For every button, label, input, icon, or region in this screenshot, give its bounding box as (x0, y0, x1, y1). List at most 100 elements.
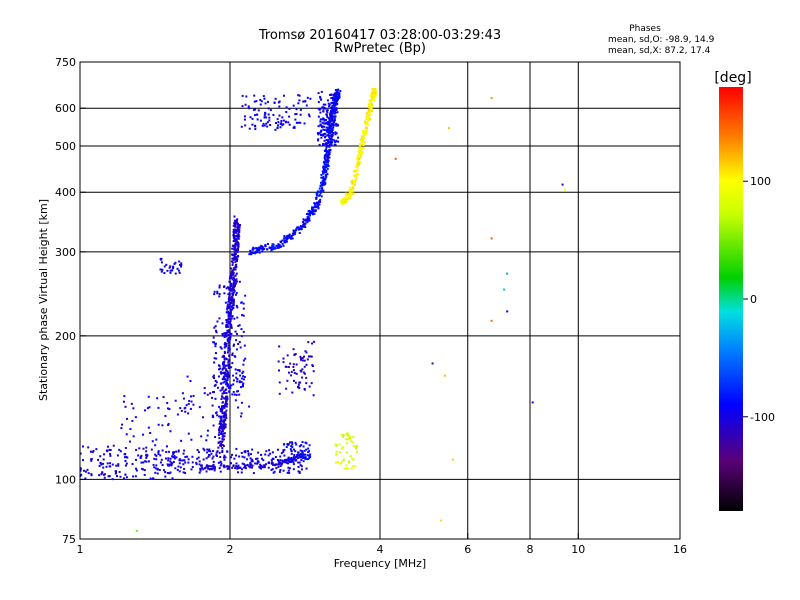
echo-point (217, 446, 220, 449)
echo-point (300, 459, 303, 462)
echo-point (298, 99, 301, 102)
echo-point (235, 393, 238, 396)
echo-point (102, 466, 105, 469)
echo-point (130, 402, 133, 405)
echo-point (300, 444, 303, 447)
echo-point (323, 118, 326, 121)
echo-point (362, 135, 365, 138)
echo-point (224, 423, 227, 426)
echo-point (346, 442, 349, 445)
echo-point (155, 464, 158, 467)
echo-point (274, 97, 277, 100)
echo-point (227, 286, 230, 289)
echo-point (303, 355, 306, 358)
y-tick-label: 750 (55, 56, 76, 69)
echo-point (281, 462, 284, 465)
echo-point (138, 447, 141, 450)
echo-point (142, 433, 145, 436)
echo-point (151, 440, 154, 443)
echo-point (323, 128, 326, 131)
echo-point (320, 181, 323, 184)
echo-point (336, 92, 339, 95)
echo-point (229, 385, 232, 388)
echo-point (317, 101, 320, 104)
echo-point (232, 228, 235, 231)
echo-point (203, 392, 206, 395)
echo-point (221, 322, 224, 325)
echo-point (209, 392, 212, 395)
echo-point (324, 155, 327, 158)
echo-point (224, 357, 227, 360)
echo-point (290, 458, 293, 461)
echo-point (369, 113, 372, 116)
echo-point (337, 140, 340, 143)
echo-point (201, 416, 204, 419)
echo-point (232, 236, 235, 239)
echo-point (249, 116, 252, 119)
echo-point (220, 430, 223, 433)
echo-point (374, 88, 377, 91)
echo-point (240, 125, 243, 128)
echo-point (254, 462, 257, 465)
echo-point (331, 122, 334, 125)
echo-point (327, 151, 330, 154)
echo-point (350, 440, 353, 443)
echo-point (335, 98, 338, 101)
echo-point (224, 418, 227, 421)
echo-point (313, 340, 316, 343)
echo-point (310, 211, 313, 214)
echo-point (98, 464, 101, 467)
echo-point (330, 116, 333, 119)
echo-point (319, 97, 322, 100)
echo-point (277, 465, 280, 468)
echo-point (214, 435, 217, 438)
echo-point (243, 344, 246, 347)
echo-point (274, 455, 277, 458)
colorbar-tick-label: -100 (750, 411, 775, 424)
echo-point (225, 368, 228, 371)
echo-point (226, 339, 229, 342)
echo-point (306, 221, 309, 224)
echo-point (297, 456, 300, 459)
echo-point (319, 198, 322, 201)
echo-point (231, 353, 234, 356)
echo-point (135, 469, 138, 472)
echo-point (317, 107, 320, 110)
echo-point (319, 107, 322, 110)
echo-point (135, 448, 138, 451)
echo-point (227, 314, 230, 317)
echo-point (288, 371, 291, 374)
echo-point (301, 359, 304, 362)
colorbar-tick-label: 100 (750, 175, 771, 188)
echo-point (364, 126, 367, 129)
echo-point (325, 142, 328, 145)
echo-point (131, 419, 134, 422)
echo-point (196, 457, 199, 460)
echo-point (335, 91, 338, 94)
echo-point (270, 245, 273, 248)
echo-point (137, 454, 140, 457)
echo-point (320, 98, 323, 101)
echo-point (278, 114, 281, 117)
echo-point (292, 348, 295, 351)
echo-point (248, 465, 251, 468)
echo-point (305, 382, 308, 385)
echo-point (220, 416, 223, 419)
echo-point (103, 453, 106, 456)
echo-point (326, 115, 329, 118)
echo-point (327, 128, 330, 131)
echo-point (263, 466, 266, 469)
echo-point (284, 121, 287, 124)
echo-point (323, 157, 326, 160)
echo-point (324, 153, 327, 156)
echo-point (320, 189, 323, 192)
echo-point (227, 367, 230, 370)
echo-point (326, 167, 329, 170)
echo-point (239, 374, 242, 377)
echo-point (240, 301, 243, 304)
echo-point (257, 461, 260, 464)
echo-point (241, 314, 244, 317)
echo-point (187, 458, 190, 461)
echo-point (286, 379, 289, 382)
echo-point (305, 218, 308, 221)
